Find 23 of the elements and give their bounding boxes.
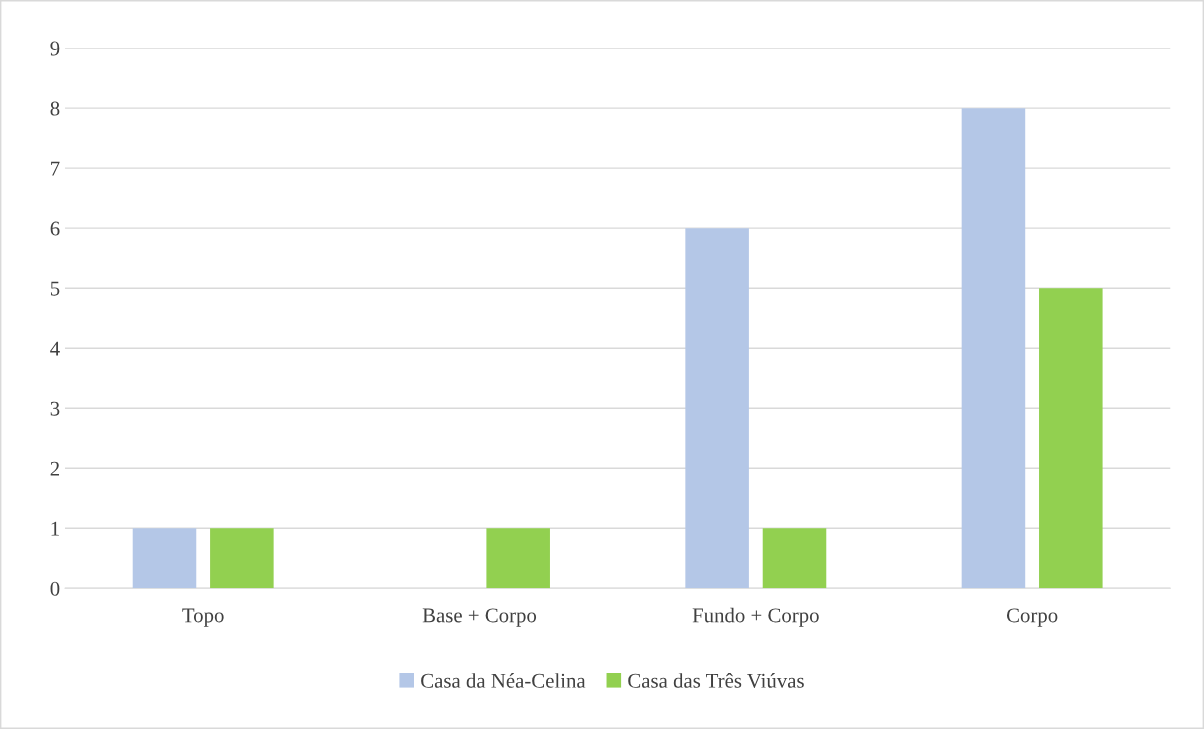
y-tick-label: 1 [51, 521, 59, 536]
bar [1039, 288, 1103, 589]
y-tick-label: 9 [50, 41, 60, 56]
bar [132, 528, 197, 589]
x-tick-label: Corpo [1006, 608, 1058, 627]
y-tick-label: 7 [51, 161, 60, 176]
y-tick-label: 4 [50, 341, 60, 356]
bar [762, 528, 827, 589]
x-tick-label: Base + Corpo [422, 608, 537, 627]
legend-label: Casa da Néa-Celina [421, 673, 586, 688]
bar [961, 108, 1026, 589]
bar [486, 528, 550, 589]
y-tick-label: 8 [50, 101, 60, 116]
bar [210, 528, 274, 589]
legend-label: Casa das Três Viúvas [628, 673, 804, 688]
y-tick-label: 5 [50, 281, 60, 296]
y-tick-label: 0 [50, 581, 60, 596]
bar [685, 228, 749, 589]
x-tick-label: Topo [182, 608, 224, 627]
y-tick-label: 6 [50, 221, 60, 236]
y-tick-label: 2 [50, 461, 60, 476]
x-tick-label: Fundo + Corpo [692, 607, 819, 627]
y-tick-label: 3 [50, 401, 60, 416]
